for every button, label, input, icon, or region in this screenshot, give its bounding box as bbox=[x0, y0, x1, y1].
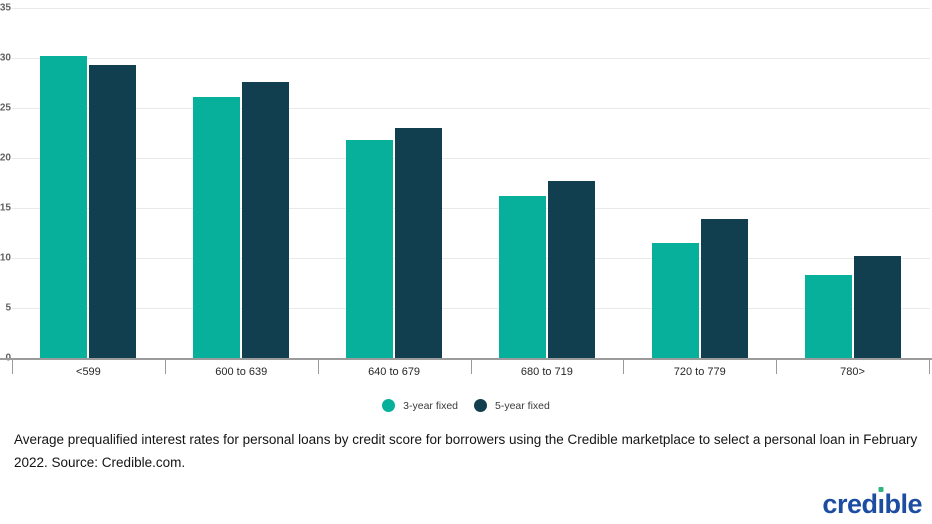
x-axis-category-label: 780> bbox=[840, 366, 865, 378]
chart-legend: 3-year fixed 5-year fixed bbox=[0, 399, 932, 412]
bar-3-year-fixed-3 bbox=[498, 196, 546, 358]
bar-3-year-fixed-5 bbox=[804, 275, 852, 358]
x-axis-tick bbox=[317, 360, 319, 374]
logo-green-dot-icon bbox=[878, 487, 884, 492]
y-axis-tick-label: 10 bbox=[0, 252, 11, 264]
bar-5-year-fixed-4 bbox=[700, 219, 748, 358]
bar-3-year-fixed-2 bbox=[346, 140, 394, 358]
y-axis-tick-label: 35 bbox=[0, 2, 11, 14]
x-axis-category-label: 720 to 779 bbox=[673, 366, 726, 378]
bar-5-year-fixed-2 bbox=[395, 128, 443, 358]
gridline-y-35 bbox=[12, 8, 930, 9]
gridline-y-30 bbox=[12, 58, 930, 59]
x-axis-tick bbox=[164, 360, 166, 374]
logo-letter-i: ı bbox=[877, 487, 885, 519]
legend-label: 5-year fixed bbox=[495, 399, 550, 412]
y-axis-tick-label: 30 bbox=[0, 52, 11, 64]
bar-5-year-fixed-5 bbox=[853, 256, 901, 358]
x-axis-category-label: <599 bbox=[76, 366, 101, 378]
x-axis-category-label: 640 to 679 bbox=[368, 366, 421, 378]
chart-caption: Average prequalified interest rates for … bbox=[14, 432, 918, 471]
legend-dot-icon bbox=[474, 399, 487, 412]
y-axis-tick-label: 15 bbox=[0, 202, 11, 214]
legend-item-5-year-fixed: 5-year fixed bbox=[474, 399, 550, 412]
bar-3-year-fixed-0 bbox=[40, 56, 88, 358]
y-axis-tick-label: 20 bbox=[0, 152, 11, 164]
legend-dot-icon bbox=[382, 399, 396, 412]
gridline-y-5 bbox=[12, 308, 930, 309]
x-axis-line bbox=[0, 358, 932, 360]
x-axis-tick bbox=[929, 360, 930, 374]
bar-3-year-fixed-4 bbox=[651, 243, 699, 358]
legend-label: 3-year fixed bbox=[403, 399, 458, 412]
bar-5-year-fixed-3 bbox=[547, 181, 595, 358]
x-axis-tick bbox=[470, 360, 472, 374]
x-axis-tick bbox=[623, 360, 625, 374]
gridline-y-10 bbox=[12, 258, 930, 259]
gridline-y-15 bbox=[12, 208, 930, 209]
gridline-y-25 bbox=[12, 108, 930, 109]
logo-text-before-i: cred bbox=[822, 489, 878, 519]
y-axis-tick-label: 25 bbox=[0, 102, 11, 114]
bar-5-year-fixed-1 bbox=[242, 82, 290, 358]
x-axis-category-label: 600 to 639 bbox=[215, 366, 268, 378]
logo-text-after-i: ble bbox=[884, 489, 922, 519]
credible-logo: credı ble bbox=[822, 487, 922, 519]
bar-3-year-fixed-1 bbox=[193, 97, 241, 358]
y-axis-tick-label: 5 bbox=[5, 302, 11, 314]
x-axis-tick bbox=[12, 360, 13, 374]
x-axis-tick bbox=[776, 360, 778, 374]
x-axis-category-label: 680 to 719 bbox=[520, 366, 573, 378]
bar-5-year-fixed-0 bbox=[89, 65, 137, 358]
gridline-y-20 bbox=[12, 158, 930, 159]
legend-item-3-year-fixed: 3-year fixed bbox=[382, 399, 458, 412]
